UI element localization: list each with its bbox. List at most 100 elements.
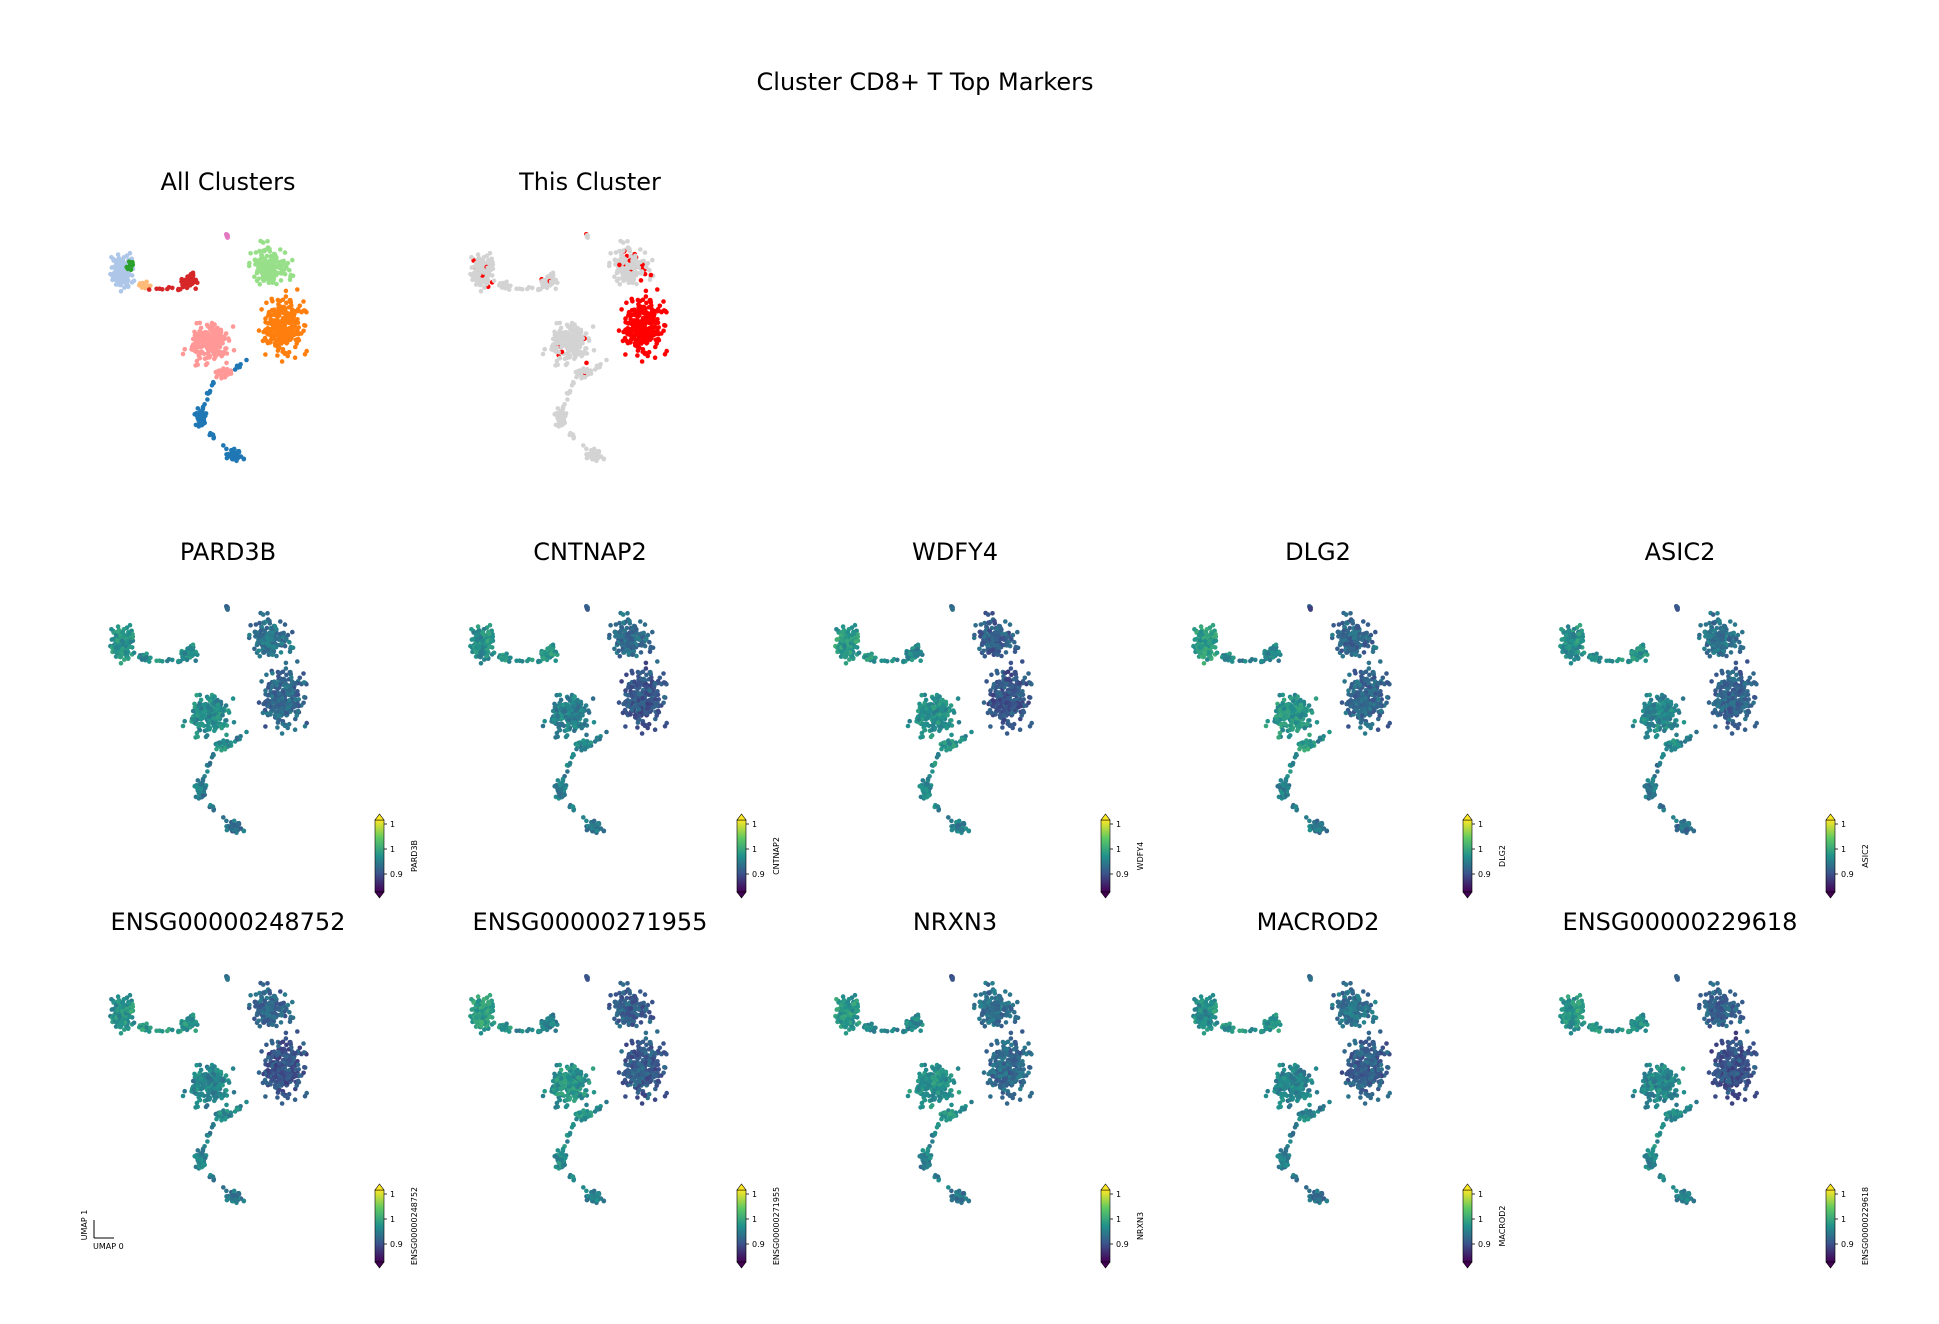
cell-point xyxy=(661,328,666,334)
cell-point xyxy=(653,324,658,330)
cell-point xyxy=(301,299,306,304)
cell-point xyxy=(222,741,227,747)
cell-point xyxy=(215,714,220,720)
cell-point xyxy=(504,283,509,288)
cell-point xyxy=(477,644,482,649)
cell-point xyxy=(594,828,599,833)
cell-point xyxy=(211,344,217,349)
cell-point xyxy=(115,257,121,263)
cell-point xyxy=(604,357,609,363)
cell-point xyxy=(193,735,198,740)
cell-point xyxy=(563,785,568,791)
cell-point xyxy=(270,630,275,635)
cell-point xyxy=(613,622,619,627)
cell-point xyxy=(469,627,474,632)
cell-point xyxy=(565,723,570,729)
cell-point xyxy=(280,324,285,329)
cell-point xyxy=(644,300,649,306)
cell-point xyxy=(256,276,262,282)
cell-point xyxy=(1019,713,1024,718)
cell-point xyxy=(224,827,230,833)
cell-point xyxy=(284,334,290,340)
cell-point xyxy=(572,356,577,362)
cell-point xyxy=(621,248,626,253)
cell-point xyxy=(617,282,623,287)
cell-point xyxy=(639,269,645,274)
cell-point xyxy=(127,644,132,650)
cell-point xyxy=(264,300,269,306)
cell-point xyxy=(553,363,558,368)
cell-point xyxy=(210,348,216,354)
cell-point xyxy=(487,644,492,650)
cell-point xyxy=(302,352,308,357)
cell-point xyxy=(843,661,849,666)
cell-point xyxy=(1004,677,1010,682)
cell-point xyxy=(284,710,289,716)
cell-point xyxy=(595,449,601,454)
cell-point xyxy=(621,620,626,625)
cell-point xyxy=(253,250,259,255)
cell-point xyxy=(224,346,229,351)
cell-point xyxy=(144,279,149,285)
cell-point xyxy=(1027,695,1032,700)
cell-point xyxy=(972,632,977,638)
cell-point xyxy=(252,629,258,635)
cell-point xyxy=(225,233,230,239)
cell-point xyxy=(591,348,597,353)
cell-point xyxy=(219,725,224,731)
cell-point xyxy=(288,297,293,303)
cell-point xyxy=(1013,669,1018,675)
cell-point xyxy=(207,388,213,394)
cell-point xyxy=(226,371,232,376)
cell-point xyxy=(636,674,641,679)
colorbar-tick-label: 0.9 xyxy=(752,870,765,879)
cell-point xyxy=(559,716,564,722)
cell-point xyxy=(647,649,653,654)
cell-point xyxy=(200,793,206,798)
cell-point xyxy=(977,646,982,652)
cell-point xyxy=(1008,660,1014,666)
cell-point xyxy=(582,369,587,375)
cell-point xyxy=(648,669,653,675)
cell-point xyxy=(217,368,223,374)
cell-point xyxy=(284,312,289,318)
cell-point xyxy=(285,701,290,706)
cell-point xyxy=(284,672,289,678)
cell-point xyxy=(1018,696,1023,702)
cell-point xyxy=(257,654,263,659)
cell-point xyxy=(210,751,216,757)
cell-point xyxy=(595,821,601,826)
cell-point xyxy=(289,303,294,308)
cell-point xyxy=(634,281,639,287)
cell-point xyxy=(279,305,285,310)
cell-point xyxy=(581,815,586,820)
cell-point xyxy=(272,697,278,702)
cell-point xyxy=(287,277,293,283)
cell-point xyxy=(257,248,262,254)
cell-point xyxy=(279,359,285,364)
cell-point xyxy=(995,652,1000,657)
cell-point xyxy=(622,628,627,634)
cell-point xyxy=(267,642,272,648)
cell-point xyxy=(182,651,188,656)
cell-point xyxy=(265,275,271,281)
cell-point xyxy=(278,619,283,624)
cell-point xyxy=(301,671,306,676)
cell-point xyxy=(982,634,987,640)
cell-point xyxy=(548,279,554,285)
cell-point xyxy=(625,647,631,653)
cell-point xyxy=(840,624,846,629)
cell-point xyxy=(977,629,983,635)
cell-point xyxy=(207,705,212,711)
cell-point xyxy=(202,336,208,342)
cell-point xyxy=(256,700,262,705)
colorbar: 110.9 CNTNAP2 xyxy=(736,813,781,899)
cell-point xyxy=(127,272,132,278)
cell-point xyxy=(577,740,583,746)
cell-point xyxy=(553,658,558,663)
cell-point xyxy=(276,707,282,712)
cell-point xyxy=(661,680,667,685)
cell-point xyxy=(269,335,275,340)
cell-point xyxy=(563,413,568,419)
